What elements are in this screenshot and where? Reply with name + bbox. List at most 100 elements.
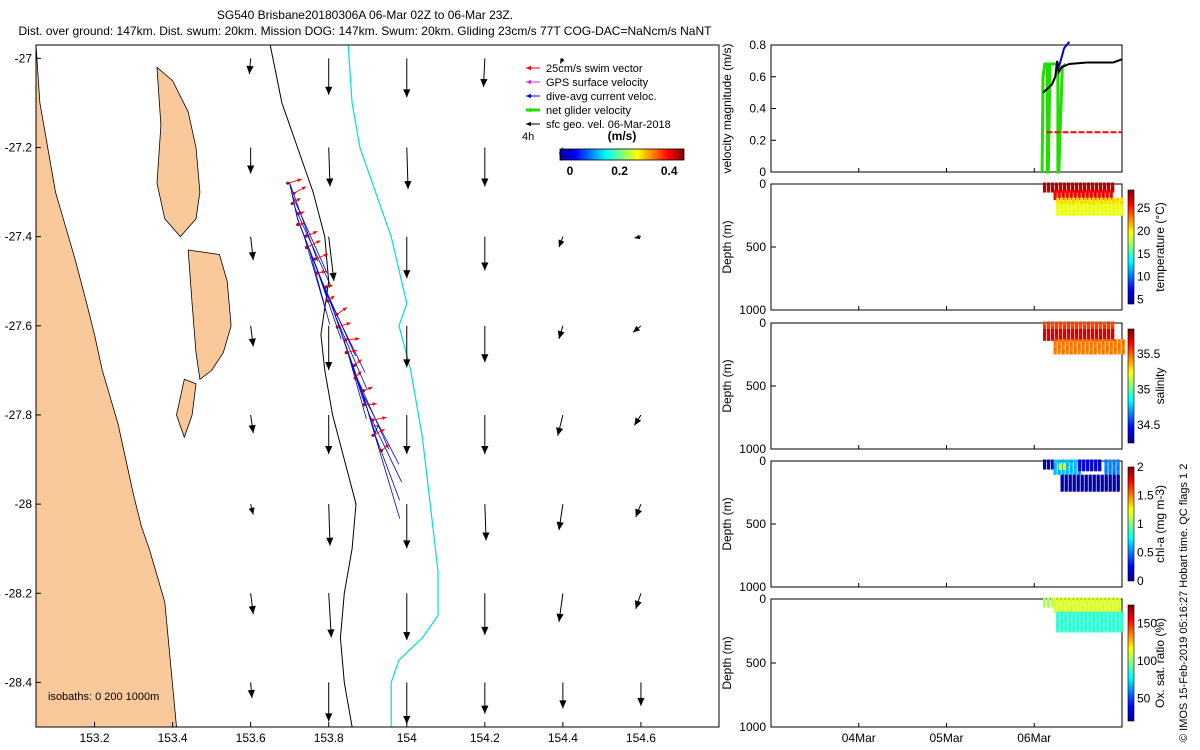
profile-sample — [1085, 601, 1089, 605]
profile-sample — [1087, 321, 1091, 325]
y-tick-label: 0 — [759, 454, 766, 468]
map-legend: 25cm/s swim vector GPS surface velocity di… — [522, 63, 685, 178]
profile-sample — [1113, 349, 1117, 353]
profile-sample — [1105, 340, 1109, 344]
y-axis-label: velocity magnitude (m/s) — [720, 43, 734, 173]
geo-vector — [248, 236, 256, 261]
profile-sample — [1120, 627, 1124, 631]
profile-sample — [1056, 199, 1060, 203]
profile-sample — [1072, 616, 1076, 620]
profile-sample — [1093, 349, 1097, 353]
geo-vector — [325, 325, 333, 371]
profile-sample — [1111, 334, 1115, 338]
profile-sample — [1079, 186, 1083, 190]
profile-sample — [1084, 616, 1088, 620]
profile-sample — [1047, 599, 1051, 603]
profile-sample — [1065, 463, 1069, 467]
profile-sample — [1068, 618, 1072, 622]
profile-sample — [1101, 351, 1105, 355]
profile-sample — [1086, 464, 1090, 468]
profile-sample — [1080, 624, 1084, 628]
profile-sample — [1099, 325, 1103, 329]
profile-sample — [1112, 485, 1116, 489]
profile-sample — [1108, 627, 1112, 631]
profile-sample — [1069, 461, 1073, 465]
map-x-tick-label: 154.2 — [470, 731, 500, 745]
profile-sample — [1059, 323, 1063, 327]
geo-vector — [403, 682, 411, 725]
profile-sample — [1067, 326, 1071, 330]
profile-sample — [1069, 610, 1073, 614]
profile-sample — [1067, 323, 1071, 327]
profile-sample — [1063, 186, 1067, 190]
profile-sample — [1051, 332, 1055, 336]
profile-sample — [1096, 479, 1100, 483]
profile-sample — [1120, 624, 1124, 628]
geo-vector — [246, 58, 254, 75]
profile-sample — [1100, 629, 1104, 633]
dive-location — [326, 299, 330, 303]
profile-sample — [1067, 187, 1071, 191]
profile-sample — [1069, 346, 1073, 350]
profile-sample — [1087, 326, 1091, 330]
profile-sample — [1057, 339, 1061, 343]
profile-sample — [1104, 197, 1108, 201]
profile-sample — [1047, 323, 1051, 327]
profile-sample — [1067, 329, 1071, 333]
profile-sample — [1059, 187, 1063, 191]
profile-sample — [1065, 471, 1069, 475]
profile-sample — [1081, 190, 1085, 194]
profile-sample — [1116, 615, 1120, 619]
profile-sample — [1100, 622, 1104, 626]
profile-sample — [1084, 611, 1088, 615]
profile-sample — [1068, 212, 1072, 216]
profile-sample — [1107, 323, 1111, 327]
geo-vector — [247, 147, 255, 174]
profile-sample — [1103, 332, 1107, 336]
profile-sample — [1051, 463, 1055, 467]
profile-sample — [1088, 625, 1092, 629]
profile-sample — [1096, 624, 1100, 628]
profile-sample — [1056, 209, 1060, 213]
profile-sample — [1047, 184, 1051, 188]
isobath-200m — [269, 45, 357, 727]
profile-sample — [1063, 323, 1067, 327]
profile-sample — [1058, 465, 1063, 469]
swim-vector — [364, 402, 377, 406]
profile-sample — [1116, 207, 1120, 211]
profile-sample — [1087, 329, 1091, 333]
profile-sample — [1071, 332, 1075, 336]
profile-sample — [1084, 622, 1088, 626]
profile-sample — [1073, 606, 1077, 610]
profile-sample — [1108, 622, 1112, 626]
profile-sample — [1103, 321, 1107, 325]
profile-sample — [1076, 629, 1080, 633]
profile-sample — [1047, 597, 1051, 601]
profile-sample — [1076, 207, 1080, 211]
profile-sample — [1075, 332, 1079, 336]
profile-sample — [1051, 337, 1055, 341]
profile-sample — [1089, 599, 1093, 603]
profile-sample — [1073, 604, 1077, 608]
profile-sample — [1064, 205, 1068, 209]
profile-sample — [1053, 344, 1057, 348]
profile-sample — [1108, 466, 1112, 470]
profile-sample — [1043, 189, 1047, 193]
panel-colorbar — [1127, 328, 1135, 444]
profile-sample — [1064, 625, 1068, 629]
colorbar-tick-label: 34.5 — [1137, 418, 1161, 432]
profile-sample — [1072, 625, 1076, 629]
profile-sample — [1069, 193, 1073, 197]
profile-sample — [1091, 323, 1095, 327]
profile-sample — [1081, 599, 1085, 603]
profile-sample — [1103, 186, 1107, 190]
profile-sample — [1091, 184, 1095, 188]
profile-sample — [1076, 625, 1080, 629]
profile-sample — [1108, 470, 1112, 474]
profile-sample — [1071, 321, 1075, 325]
profile-sample — [1111, 332, 1115, 336]
profile-sample — [1053, 346, 1057, 350]
profile-sample — [1082, 463, 1086, 467]
profile-sample — [1092, 615, 1096, 619]
profile-sample — [1087, 323, 1091, 327]
